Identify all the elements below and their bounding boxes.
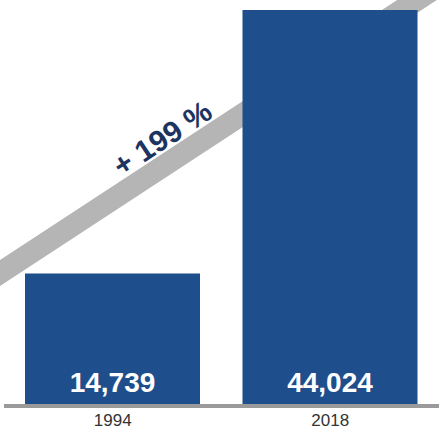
svg-text:1994: 1994 xyxy=(94,411,132,430)
svg-text:14,739: 14,739 xyxy=(70,367,156,398)
svg-text:2018: 2018 xyxy=(311,411,349,430)
svg-text:44,024: 44,024 xyxy=(287,367,373,398)
svg-text:+ 199 %: + 199 % xyxy=(107,94,218,182)
